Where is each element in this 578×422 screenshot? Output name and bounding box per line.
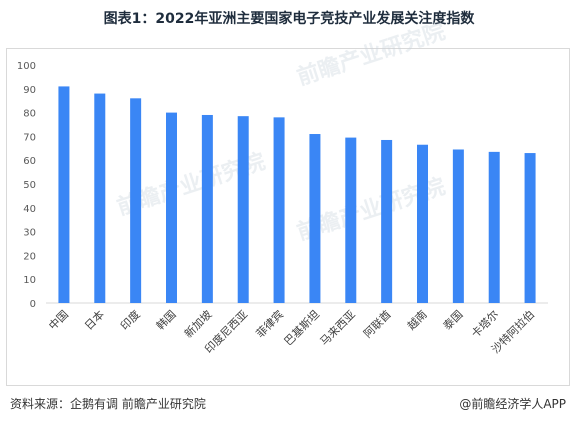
bar — [381, 139, 393, 303]
bar — [201, 114, 213, 303]
bar — [166, 112, 177, 303]
bar — [309, 134, 321, 303]
y-tick-label: 100 — [17, 61, 36, 72]
bar — [58, 86, 70, 303]
x-tick-label: 新加坡 — [181, 307, 214, 340]
y-tick-label: 0 — [30, 299, 36, 310]
bar — [345, 137, 357, 303]
bar — [524, 153, 536, 303]
x-tick-label: 印度 — [117, 307, 142, 332]
credit-note: @前瞻经济学人APP — [459, 397, 566, 411]
x-tick-label: 巴基斯坦 — [281, 307, 322, 348]
x-tick-label: 越南 — [404, 307, 429, 332]
y-tick-label: 40 — [23, 204, 36, 215]
x-tick-label: 卡塔尔 — [469, 308, 502, 341]
x-tick-label: 阿联酋 — [361, 307, 394, 340]
bars-layer — [58, 86, 536, 303]
y-tick-label: 50 — [23, 180, 36, 191]
y-tick-label: 70 — [23, 132, 36, 143]
x-tick-label: 韩国 — [153, 307, 178, 332]
bar — [488, 151, 500, 303]
bar — [237, 116, 249, 303]
watermark-text: 前瞻产业研究院 — [294, 18, 449, 90]
y-tick-label: 10 — [23, 275, 36, 286]
x-tick-label: 马来西亚 — [318, 308, 358, 348]
bar — [417, 144, 428, 303]
bar — [452, 149, 464, 303]
x-tick-label: 菲律宾 — [253, 307, 286, 340]
source-note: 资料来源：企鹅有调 前瞻产业研究院 — [10, 397, 206, 411]
x-tick-label: 泰国 — [440, 307, 465, 332]
bar — [94, 93, 106, 303]
x-tick-label: 中国 — [46, 308, 71, 333]
y-axis-ticks: 0 10 20 30 40 50 60 70 80 90 100 — [17, 61, 36, 310]
bar — [273, 117, 285, 303]
y-tick-label: 60 — [23, 156, 36, 167]
y-tick-label: 30 — [23, 228, 36, 239]
bar — [130, 98, 142, 303]
x-tick-label: 日本 — [81, 307, 106, 332]
y-tick-label: 80 — [23, 109, 36, 120]
y-tick-label: 20 — [23, 251, 36, 262]
chart-title: 图表1：2022年亚洲主要国家电子竞技产业发展关注度指数 — [103, 11, 475, 27]
chart-frame — [6, 48, 570, 386]
y-tick-label: 90 — [23, 85, 36, 96]
